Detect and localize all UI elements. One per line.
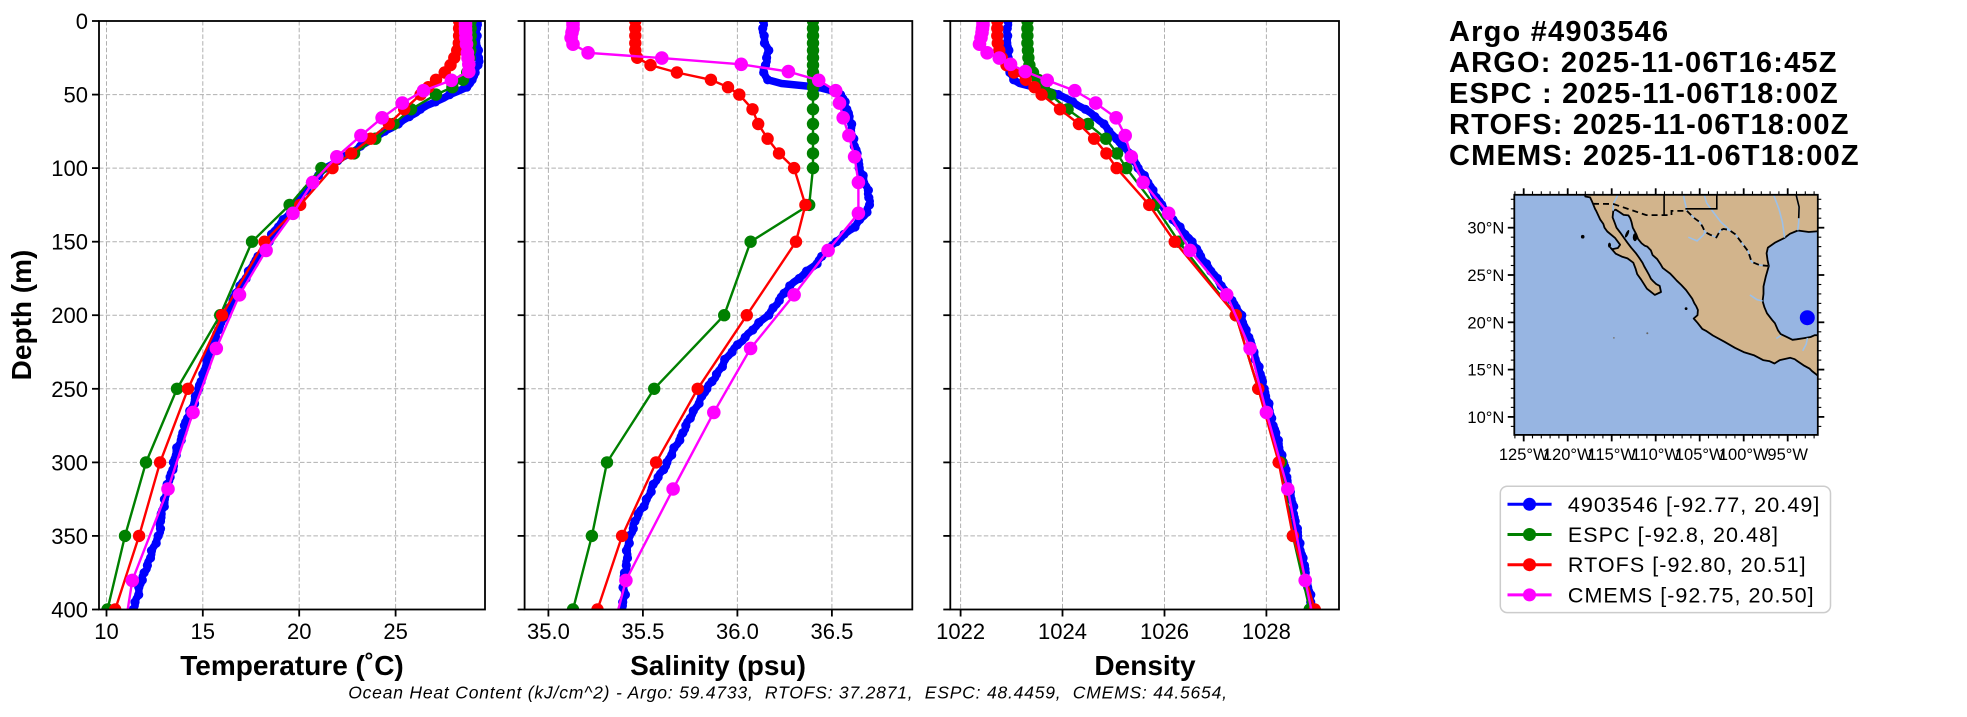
svg-text:400: 400 <box>51 598 88 623</box>
svg-text:Temperature (˚C): Temperature (˚C) <box>180 650 404 681</box>
svg-text:35.5: 35.5 <box>621 619 664 644</box>
svg-text:15°N: 15°N <box>1467 362 1504 380</box>
svg-text:1028: 1028 <box>1242 619 1291 644</box>
svg-text:105°W: 105°W <box>1675 446 1725 464</box>
svg-text:50: 50 <box>64 83 88 108</box>
svg-text:95°W: 95°W <box>1767 446 1808 464</box>
svg-text:0: 0 <box>76 9 88 34</box>
svg-text:CMEMS [-92.75, 20.50]: CMEMS [-92.75, 20.50] <box>1568 583 1815 607</box>
svg-text:20°N: 20°N <box>1467 314 1504 332</box>
svg-text:Ocean Heat Content (kJ/cm^2) -: Ocean Heat Content (kJ/cm^2) - Argo: 59.… <box>348 683 1228 703</box>
svg-text:100: 100 <box>51 156 88 181</box>
svg-text:1026: 1026 <box>1140 619 1189 644</box>
svg-text:RTOFS: 2025-11-06T18:00Z: RTOFS: 2025-11-06T18:00Z <box>1449 109 1850 141</box>
svg-text:ARGO: 2025-11-06T16:45Z: ARGO: 2025-11-06T16:45Z <box>1449 47 1838 79</box>
svg-text:200: 200 <box>51 303 88 328</box>
svg-text:30°N: 30°N <box>1467 220 1504 238</box>
svg-text:RTOFS [-92.80, 20.51]: RTOFS [-92.80, 20.51] <box>1568 553 1807 577</box>
svg-text:36.5: 36.5 <box>810 619 853 644</box>
svg-text:250: 250 <box>51 377 88 402</box>
svg-text:35.0: 35.0 <box>527 619 570 644</box>
svg-text:120°W: 120°W <box>1543 446 1593 464</box>
svg-text:1024: 1024 <box>1038 619 1087 644</box>
svg-text:Argo #4903546: Argo #4903546 <box>1449 16 1669 48</box>
svg-text:4903546 [-92.77, 20.49]: 4903546 [-92.77, 20.49] <box>1568 493 1820 517</box>
svg-text:150: 150 <box>51 230 88 255</box>
svg-text:Density: Density <box>1094 650 1196 681</box>
svg-text:ESPC : 2025-11-06T18:00Z: ESPC : 2025-11-06T18:00Z <box>1449 78 1839 110</box>
svg-text:36.0: 36.0 <box>716 619 759 644</box>
svg-text:ESPC [-92.8, 20.48]: ESPC [-92.8, 20.48] <box>1568 523 1779 547</box>
svg-text:Salinity (psu): Salinity (psu) <box>630 650 806 681</box>
svg-text:100°W: 100°W <box>1719 446 1769 464</box>
svg-text:15: 15 <box>191 619 215 644</box>
svg-text:Depth (m): Depth (m) <box>6 250 37 381</box>
svg-text:115°W: 115°W <box>1587 446 1636 464</box>
svg-text:25: 25 <box>383 619 407 644</box>
svg-text:10: 10 <box>94 619 118 644</box>
svg-text:1022: 1022 <box>936 619 985 644</box>
svg-text:20: 20 <box>287 619 311 644</box>
svg-text:125°W: 125°W <box>1499 446 1549 464</box>
svg-text:300: 300 <box>51 450 88 475</box>
svg-text:CMEMS: 2025-11-06T18:00Z: CMEMS: 2025-11-06T18:00Z <box>1449 140 1860 172</box>
svg-text:350: 350 <box>51 524 88 549</box>
svg-text:110°W: 110°W <box>1631 446 1680 464</box>
svg-text:10°N: 10°N <box>1467 409 1504 427</box>
svg-text:25°N: 25°N <box>1467 267 1504 285</box>
